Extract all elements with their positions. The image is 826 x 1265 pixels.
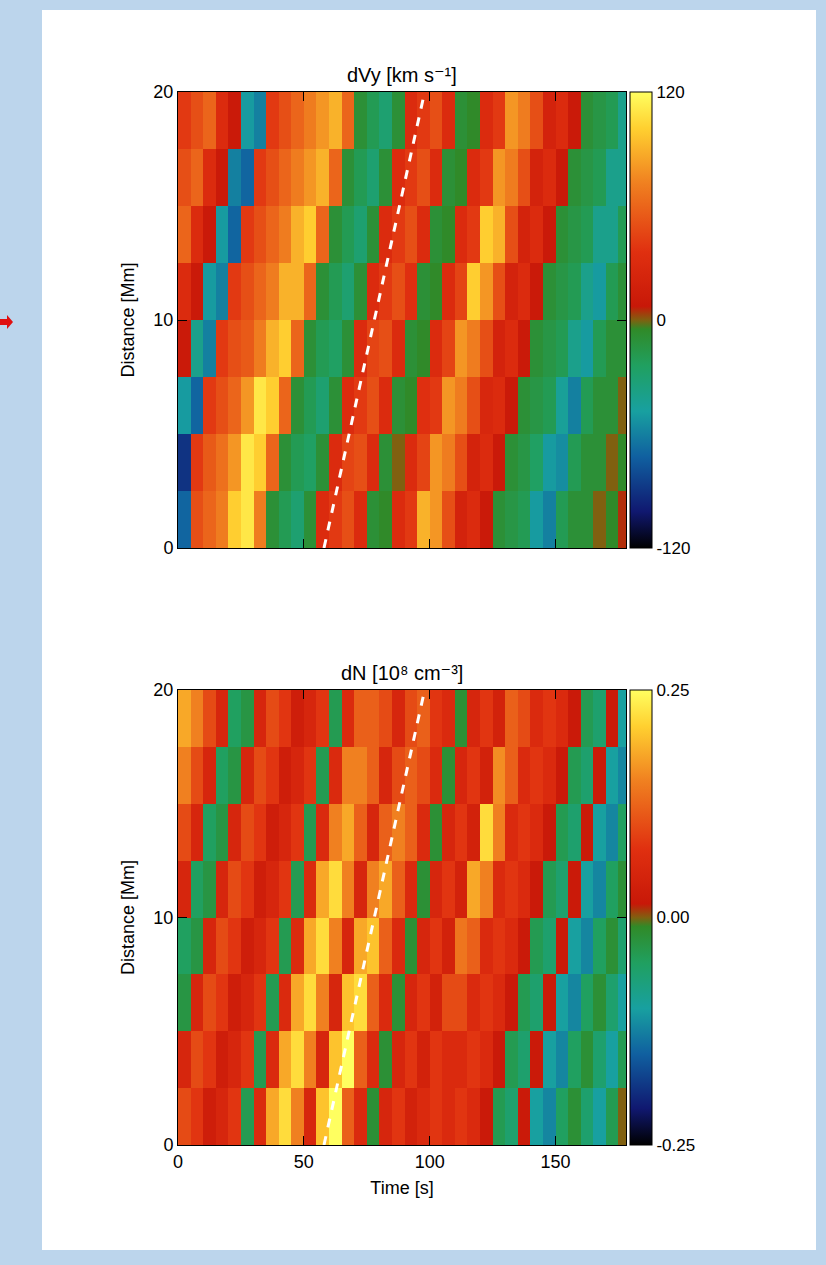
svg-text:10: 10 (153, 310, 173, 330)
svg-text:-0.25: -0.25 (656, 1136, 695, 1155)
svg-text:20: 20 (153, 680, 173, 700)
svg-text:Distance [Mm]: Distance [Mm] (118, 860, 138, 975)
svg-text:50: 50 (294, 1152, 314, 1172)
svg-text:0.25: 0.25 (656, 681, 689, 700)
svg-text:20: 20 (153, 82, 173, 102)
svg-text:0: 0 (163, 1135, 173, 1155)
svg-text:Distance [Mm]: Distance [Mm] (118, 262, 138, 377)
svg-text:dN [10⁸ cm⁻³]: dN [10⁸ cm⁻³] (341, 662, 463, 684)
svg-text:120: 120 (656, 83, 684, 102)
svg-text:-120: -120 (656, 539, 690, 558)
svg-text:dVy [km s⁻¹]: dVy [km s⁻¹] (347, 64, 457, 86)
svg-text:0.00: 0.00 (656, 908, 689, 927)
svg-text:150: 150 (541, 1152, 571, 1172)
svg-text:Time [s]: Time [s] (370, 1178, 433, 1198)
svg-text:0: 0 (656, 311, 665, 330)
svg-text:10: 10 (153, 908, 173, 928)
svg-text:0: 0 (163, 538, 173, 558)
svg-text:100: 100 (415, 1152, 445, 1172)
svg-text:0: 0 (173, 1152, 183, 1172)
